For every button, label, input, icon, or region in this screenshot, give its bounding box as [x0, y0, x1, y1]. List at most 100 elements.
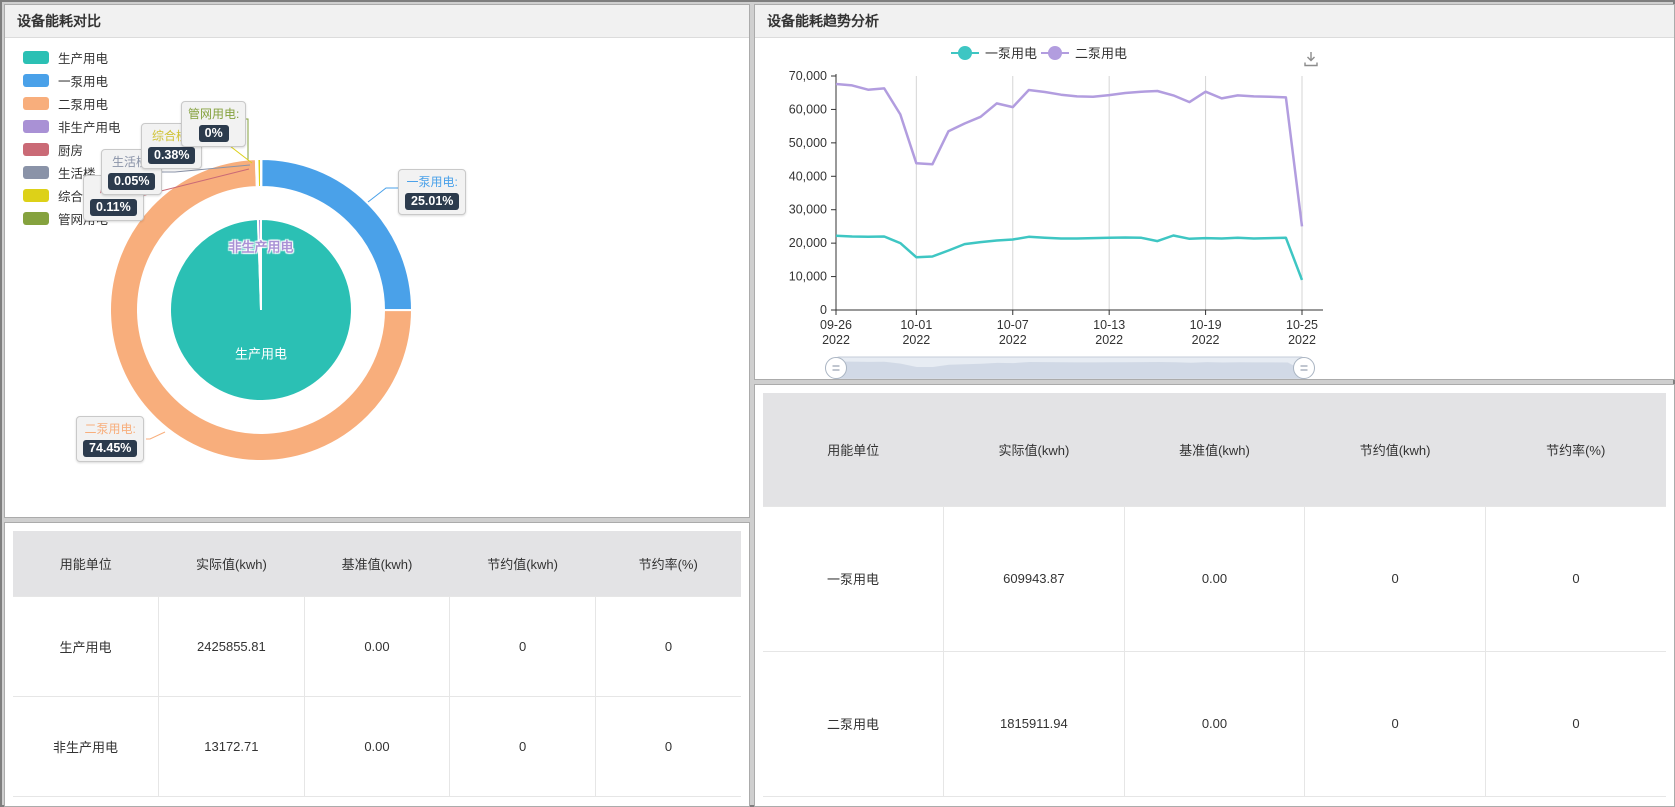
table-cell: 0.00	[1123, 505, 1305, 651]
table-cell: 0	[1484, 505, 1666, 651]
legend-label: 二泵用电	[1075, 46, 1127, 61]
table-cell: 生产用电	[13, 595, 159, 696]
column-header: 基准值(kwh)	[304, 531, 450, 596]
pie-callout-二泵用电: 二泵用电: 74.45%	[76, 416, 145, 462]
table-cell: 0	[1484, 650, 1666, 797]
pie-label-production: 生产用电	[234, 346, 288, 362]
x-tick-year: 2022	[1192, 333, 1220, 347]
callout-title: 二泵用电:	[84, 422, 136, 436]
y-tick-label: 10,000	[789, 270, 827, 284]
table-cell: 0	[594, 595, 741, 696]
table-row: 二泵用电 1815911.94 0.00 0 0	[763, 650, 1666, 797]
table-cell: 0	[449, 595, 596, 696]
panel-energy-trend: 设备能耗趋势分析 0 10,000 20,000 30,000 40,000 50,000…	[754, 4, 1675, 380]
column-header: 实际值(kwh)	[158, 531, 305, 596]
callout-title: 管网用电:	[188, 107, 240, 121]
callout-value: 25.01%	[405, 193, 460, 210]
x-tick-year: 2022	[902, 333, 930, 347]
pie-slice-非生产用电[interactable]	[256, 217, 262, 311]
legend-label: 厨房	[58, 144, 84, 158]
download-icon[interactable]	[1301, 49, 1321, 69]
legend-swatch	[23, 97, 49, 110]
donut-chart	[109, 118, 414, 462]
table-row: 生产用电 2425855.81 0.00 0 0	[13, 595, 741, 696]
production-energy-table: 用能单位 实际值(kwh) 基准值(kwh) 节约值(kwh) 节约率(%) 生产用电 24…	[13, 531, 741, 797]
panel-table-pumps: 用能单位 实际值(kwh) 基准值(kwh) 节约值(kwh) 节约率(%) 一泵用电 60…	[754, 384, 1675, 807]
table-cell: 609943.87	[943, 505, 1125, 651]
x-tick-year: 2022	[999, 333, 1027, 347]
table-cell: 0	[1304, 505, 1486, 651]
table-cell: 0	[1304, 650, 1486, 797]
chart-legend-二泵用电[interactable]: 二泵用电	[1041, 46, 1127, 61]
legend-swatch	[23, 74, 49, 87]
legend-dot	[958, 46, 972, 60]
legend-dot	[1048, 46, 1062, 60]
pie-leader-line	[146, 431, 166, 440]
x-tick-year: 2022	[822, 333, 850, 347]
x-tick-label: 10-07	[997, 318, 1029, 332]
y-tick-label: 60,000	[789, 102, 827, 116]
x-tick-label: 10-19	[1190, 318, 1222, 332]
column-header: 节约值(kwh)	[1304, 393, 1486, 506]
column-header: 节约率(%)	[595, 531, 741, 596]
pie-slice-二泵用电[interactable]	[109, 158, 414, 462]
y-tick-label: 70,000	[789, 69, 827, 83]
table-cell: 0	[594, 695, 741, 797]
table-cell: 非生产用电	[13, 695, 159, 797]
table-cell: 一泵用电	[763, 505, 944, 651]
pump-energy-table: 用能单位 实际值(kwh) 基准值(kwh) 节约值(kwh) 节约率(%) 一泵用电 60…	[763, 393, 1666, 797]
x-tick-label: 10-25	[1286, 318, 1318, 332]
legend-swatch	[23, 51, 49, 64]
panel-title-energy-trend: 设备能耗趋势分析	[755, 5, 1674, 38]
table-cell: 0.00	[1123, 650, 1305, 797]
column-header: 实际值(kwh)	[943, 393, 1125, 506]
legend-item-非生产用电[interactable]: 非生产用电	[23, 115, 121, 138]
pie-leader-line	[367, 187, 399, 203]
y-tick-label: 30,000	[789, 203, 827, 217]
legend-label: 生产用电	[58, 52, 109, 66]
datazoom-preview	[836, 361, 1304, 378]
y-tick-label: 40,000	[789, 169, 827, 183]
y-tick-label: 50,000	[789, 136, 827, 150]
panel-table-production: 用能单位 实际值(kwh) 基准值(kwh) 节约值(kwh) 节约率(%) 生产用电 24…	[4, 522, 750, 807]
column-header: 用能单位	[13, 531, 159, 596]
legend-label: 二泵用电	[58, 98, 109, 112]
pie-slice-一泵用电[interactable]	[260, 157, 414, 312]
callout-value: 0%	[198, 125, 229, 142]
legend-swatch	[23, 212, 49, 225]
table-row: 一泵用电 609943.87 0.00 0 0	[763, 505, 1666, 651]
table-cell: 13172.71	[158, 695, 305, 797]
datazoom-handle-right[interactable]	[1293, 357, 1315, 379]
callout-value: 74.45%	[83, 440, 138, 457]
callout-title: 一泵用电:	[406, 175, 458, 189]
pie-callout-生活楼: 生活楼: 0.05%	[101, 149, 163, 195]
column-header: 节约值(kwh)	[449, 531, 596, 596]
table-cell: 0.00	[303, 595, 450, 696]
y-tick-label: 20,000	[789, 236, 827, 250]
panel-title-energy-comparison: 设备能耗对比	[5, 5, 749, 38]
series-line-pump1	[835, 234, 1304, 281]
column-header: 用能单位	[763, 393, 944, 506]
pie-label-non-production: 非生产用电	[228, 239, 294, 255]
series-line-pump2	[835, 82, 1304, 227]
legend-item-一泵用电[interactable]: 一泵用电	[23, 69, 121, 92]
legend-swatch	[23, 120, 49, 133]
x-tick-label: 10-13	[1093, 318, 1125, 332]
legend-label: 非生产用电	[58, 121, 121, 135]
datazoom-handle-left[interactable]	[825, 357, 847, 379]
panel-energy-comparison: 设备能耗对比 生产用电 一泵用电 二泵用电 非生产用电 厨房 生活楼 综合楼 管网用电 管网用…	[4, 4, 750, 518]
legend-swatch	[23, 143, 49, 156]
table-cell: 2425855.81	[158, 595, 305, 696]
y-tick-label: 0	[820, 303, 827, 317]
legend-item-二泵用电[interactable]: 二泵用电	[23, 92, 121, 115]
legend-label: 一泵用电	[58, 75, 109, 89]
table-cell: 0.00	[303, 695, 450, 797]
legend-item-厨房[interactable]: 厨房	[23, 138, 121, 161]
legend-item-生产用电[interactable]: 生产用电	[23, 46, 121, 69]
chart-legend-一泵用电[interactable]: 一泵用电	[951, 46, 1037, 61]
column-header: 节约率(%)	[1485, 393, 1666, 506]
table-cell: 二泵用电	[763, 650, 944, 797]
trend-line-chart: 0 10,000 20,000 30,000 40,000 50,000 60,000 70,…	[789, 46, 1323, 379]
x-tick-year: 2022	[1095, 333, 1123, 347]
legend-swatch	[23, 166, 49, 179]
